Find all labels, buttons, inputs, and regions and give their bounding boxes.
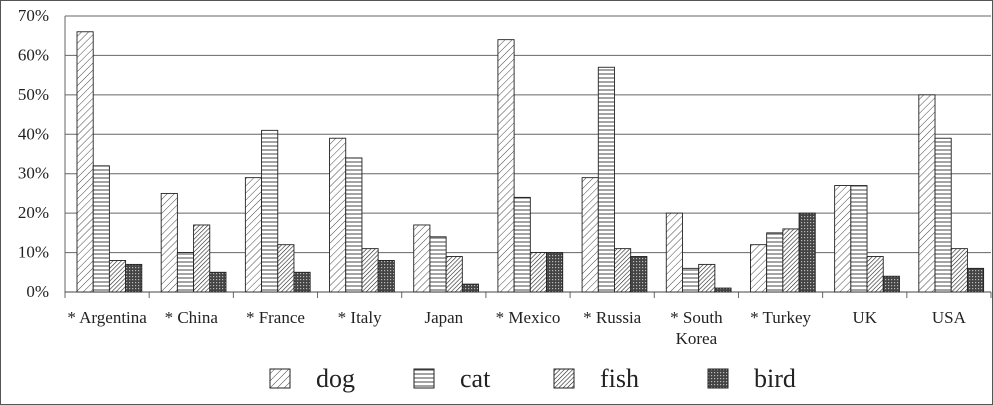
bar-cat <box>766 232 784 293</box>
bar-cat <box>513 196 531 293</box>
bar-dog <box>665 212 683 293</box>
legend-label-bird: bird <box>754 364 796 393</box>
legend-swatch-fish <box>553 368 575 389</box>
bar-cat <box>261 129 279 293</box>
y-tick-label: 70% <box>18 6 49 25</box>
x-tick-label: * Mexico <box>496 308 561 327</box>
bar-cat <box>345 157 363 293</box>
bar-fish <box>445 256 463 293</box>
x-tick-label: * South <box>670 308 723 327</box>
x-tick-label: Japan <box>424 308 463 327</box>
bar-fish <box>614 248 632 293</box>
legend-label-fish: fish <box>600 364 639 393</box>
legend-label-cat: cat <box>460 364 491 393</box>
bar-bird <box>546 252 564 293</box>
x-tick-label: * China <box>165 308 219 327</box>
bars <box>76 31 985 293</box>
bar-dog <box>918 94 936 293</box>
x-tick-label: * Argentina <box>67 308 147 327</box>
bar-dog <box>750 244 768 293</box>
legend-swatch-cat <box>413 368 435 389</box>
bar-dog <box>497 39 515 293</box>
bar-cat <box>176 252 195 293</box>
x-tick-label: * France <box>246 308 305 327</box>
bar-bird <box>798 212 816 293</box>
bar-dog <box>76 31 94 293</box>
bar-bird <box>882 275 900 293</box>
bar-dog <box>413 224 431 293</box>
y-tick-label: 60% <box>18 45 49 64</box>
legend-label-dog: dog <box>316 364 355 393</box>
bar-dog <box>329 137 347 293</box>
bar-bird <box>125 263 143 293</box>
bar-fish <box>529 252 547 293</box>
x-tick-label: * Russia <box>583 308 642 327</box>
bar-dog <box>581 177 599 293</box>
bar-cat <box>682 267 700 293</box>
x-tick-label: * Italy <box>338 308 382 327</box>
bar-cat <box>92 165 110 293</box>
bar-fish <box>277 244 295 293</box>
y-tick-label: 20% <box>18 203 49 222</box>
x-axis-labels: * Argentina * China * France * Italy Japan * … <box>67 308 966 348</box>
bar-bird <box>377 260 395 293</box>
bar-fish <box>698 263 716 293</box>
legend-swatch-dog <box>269 368 291 389</box>
x-tick-label: * Turkey <box>750 308 811 327</box>
legend-swatch-bird <box>707 368 729 389</box>
y-tick-label: 10% <box>18 243 49 262</box>
bar-bird <box>461 283 479 293</box>
bar-fish <box>782 228 800 293</box>
bar-fish <box>108 260 127 293</box>
y-tick-label: 40% <box>18 124 49 143</box>
bar-dog <box>160 192 178 293</box>
x-tick-label: Korea <box>676 329 718 348</box>
legend: dog cat fish bird <box>269 364 796 393</box>
x-tick-label: UK <box>852 308 877 327</box>
y-tick-label: 50% <box>18 85 49 104</box>
bar-bird <box>630 256 648 293</box>
x-tick-label: USA <box>932 308 967 327</box>
bar-dog <box>834 185 852 293</box>
bar-bird <box>714 287 732 293</box>
bar-fish <box>866 256 884 293</box>
y-tick-label: 30% <box>18 164 49 183</box>
bar-fish <box>361 248 379 293</box>
bar-fish <box>950 248 968 293</box>
bar-bird <box>209 271 227 293</box>
bar-cat <box>429 236 447 293</box>
bar-bird <box>293 271 311 293</box>
bar-bird <box>966 267 985 293</box>
bar-fish <box>193 224 211 293</box>
y-tick-label: 0% <box>26 282 49 301</box>
bar-cat <box>934 137 952 293</box>
bar-cat <box>850 185 868 293</box>
bar-dog <box>244 177 263 293</box>
bar-cat <box>597 66 615 293</box>
